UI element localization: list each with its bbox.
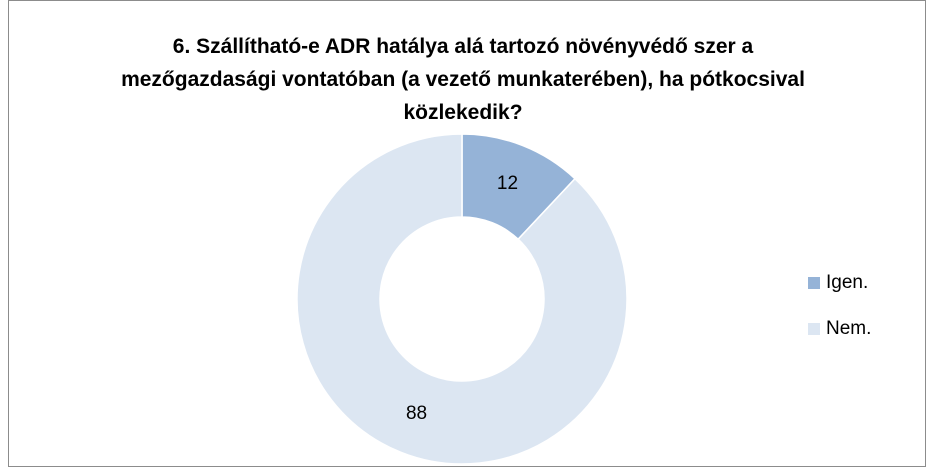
legend-label: Nem. <box>826 318 871 339</box>
chart-title: 6. Szállítható-e ADR hatálya alá tartozó… <box>121 35 805 124</box>
legend-label: Igen. <box>826 272 868 293</box>
data-label: 12 <box>497 173 518 194</box>
donut-slice <box>296 133 628 465</box>
data-label: 88 <box>406 403 427 424</box>
legend-swatch <box>808 277 820 289</box>
legend-swatch <box>808 323 820 335</box>
